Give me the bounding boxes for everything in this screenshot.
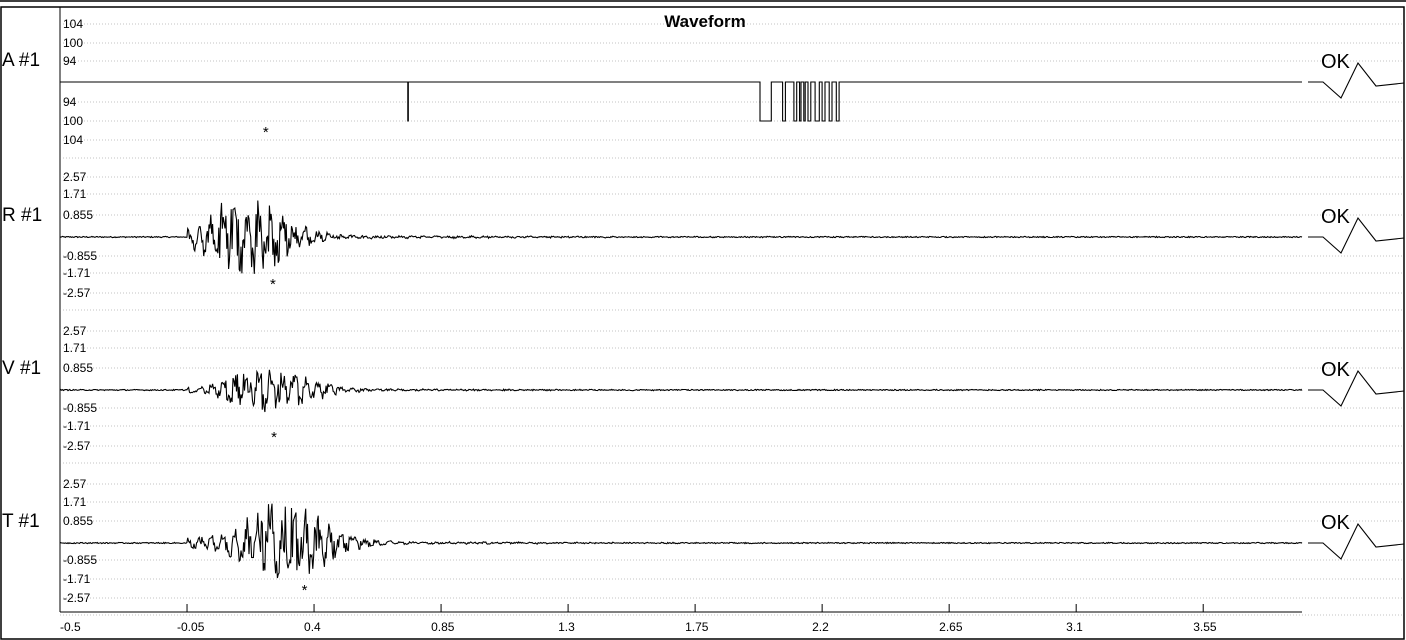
status-indicator-trace: [1308, 61, 1405, 99]
y-tick-label: 100: [63, 36, 83, 50]
x-tick-label: 1.75: [685, 620, 709, 634]
y-tick-label: -1.71: [63, 419, 91, 433]
channels: A #1 104 100 94 94 100 104 * OK R #1 2.57 1.71 0.855…: [2, 17, 1405, 605]
x-tick-label: 3.55: [1193, 620, 1217, 634]
status-indicator-trace: [1308, 522, 1405, 560]
y-tick-label: 94: [63, 95, 77, 109]
status-ok-label: OK: [1321, 51, 1351, 73]
y-tick-label: 0.855: [63, 208, 93, 222]
y-tick-label: 94: [63, 54, 77, 68]
x-tick-label: 1.3: [558, 620, 575, 634]
channel-label: V #1: [2, 358, 41, 379]
y-tick-label: -0.855: [63, 401, 97, 415]
channel-3: V #1 2.57 1.71 0.855 -0.855 -1.71 -2.57 * OK: [2, 324, 1405, 453]
chart-title: Waveform: [664, 12, 746, 31]
status-ok-label: OK: [1321, 206, 1351, 228]
channel-label: T #1: [2, 511, 40, 532]
x-tick-label: -0.05: [177, 620, 205, 634]
y-tick-label: 1.71: [63, 341, 87, 355]
waveform-trace: [59, 503, 1303, 579]
x-tick-label: 2.65: [939, 620, 963, 634]
y-tick-label: 100: [63, 114, 83, 128]
y-tick-label: 2.57: [63, 477, 87, 491]
y-tick-label: -2.57: [63, 286, 91, 300]
marker-star: *: [270, 276, 276, 293]
x-tick-label: 3.1: [1066, 620, 1083, 634]
channel-label: R #1: [2, 205, 42, 226]
y-tick-label: -0.855: [63, 553, 97, 567]
marker-star: *: [263, 124, 269, 141]
x-tick-label: 0.4: [304, 620, 321, 634]
y-tick-label: 2.57: [63, 324, 87, 338]
y-tick-label: 0.855: [63, 361, 93, 375]
chart-border: [0, 6, 1405, 640]
channel-4: T #1 2.57 1.71 0.855 -0.855 -1.71 -2.57 * OK: [2, 477, 1405, 605]
y-tick-label: -2.57: [63, 591, 91, 605]
x-tick-label: -0.5: [60, 620, 81, 634]
waveform-trace: [59, 369, 1303, 413]
gridlines: [60, 23, 1404, 616]
status-indicator-trace: [1308, 369, 1405, 407]
y-tick-label: 104: [63, 17, 83, 31]
y-tick-label: -2.57: [63, 439, 91, 453]
y-tick-label: 0.855: [63, 514, 93, 528]
y-tick-label: -1.71: [63, 266, 91, 280]
y-tick-label: 104: [63, 133, 83, 147]
marker-star: *: [271, 429, 277, 446]
y-tick-label: -0.855: [63, 249, 97, 263]
x-axis: -0.5 -0.05 0.4 0.85 1.3 1.75 2.2 2.65 3.1 3.55: [59, 604, 1217, 634]
marker-star: *: [302, 582, 308, 599]
x-tick-label: 2.2: [812, 620, 829, 634]
channel-label: A #1: [2, 50, 40, 71]
y-tick-label: 1.71: [63, 495, 87, 509]
status-ok-label: OK: [1321, 512, 1351, 534]
status-ok-label: OK: [1321, 359, 1351, 381]
y-tick-label: 2.57: [63, 170, 87, 184]
status-indicator-trace: [1308, 216, 1405, 254]
channel-2: R #1 2.57 1.71 0.855 -0.855 -1.71 -2.57 * OK: [2, 170, 1405, 300]
y-tick-label: -1.71: [63, 572, 91, 586]
x-tick-label: 0.85: [431, 620, 455, 634]
waveform-trace: [59, 200, 1303, 274]
channel-1: A #1 104 100 94 94 100 104 * OK: [2, 17, 1405, 147]
waveform-trace: [60, 81, 1302, 122]
y-tick-label: 1.71: [63, 187, 87, 201]
